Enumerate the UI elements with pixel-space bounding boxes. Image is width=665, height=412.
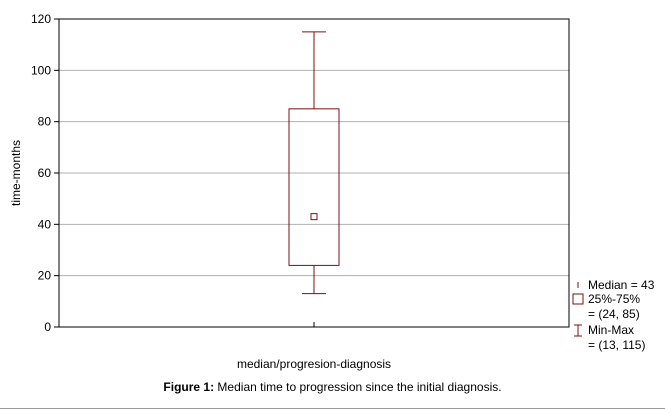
y-tick-label: 120 — [31, 12, 51, 26]
y-tick-label: 0 — [44, 320, 51, 334]
box-series — [288, 31, 340, 295]
y-tick-label: 80 — [38, 115, 52, 129]
y-tick-label: 20 — [38, 269, 52, 283]
legend-label: Median = 43 — [588, 278, 655, 292]
y-axis-label: time-months — [9, 140, 23, 206]
legend-box-icon — [572, 293, 584, 305]
y-tick-label: 60 — [38, 166, 52, 180]
bottom-divider — [0, 408, 665, 409]
median-marker — [310, 213, 318, 221]
figure-caption: Figure 1: Median time to progression sin… — [0, 380, 665, 394]
x-axis-label: median/progresion-diagnosis — [237, 357, 391, 371]
caption-label: Figure 1: — [163, 380, 215, 394]
y-tick-label: 100 — [31, 63, 51, 77]
legend-label: = (24, 85) — [588, 307, 640, 321]
y-tick-label: 40 — [38, 217, 52, 231]
legend-label: = (13, 115) — [588, 338, 645, 352]
legend-label: Min-Max — [588, 323, 634, 337]
caption-text: Median time to progression since the ini… — [214, 380, 502, 394]
y-axis-ticks: 0 20 40 60 80 100 120 — [31, 12, 315, 334]
iqr-box — [288, 108, 340, 266]
legend-label: 25%-75% — [588, 292, 640, 306]
